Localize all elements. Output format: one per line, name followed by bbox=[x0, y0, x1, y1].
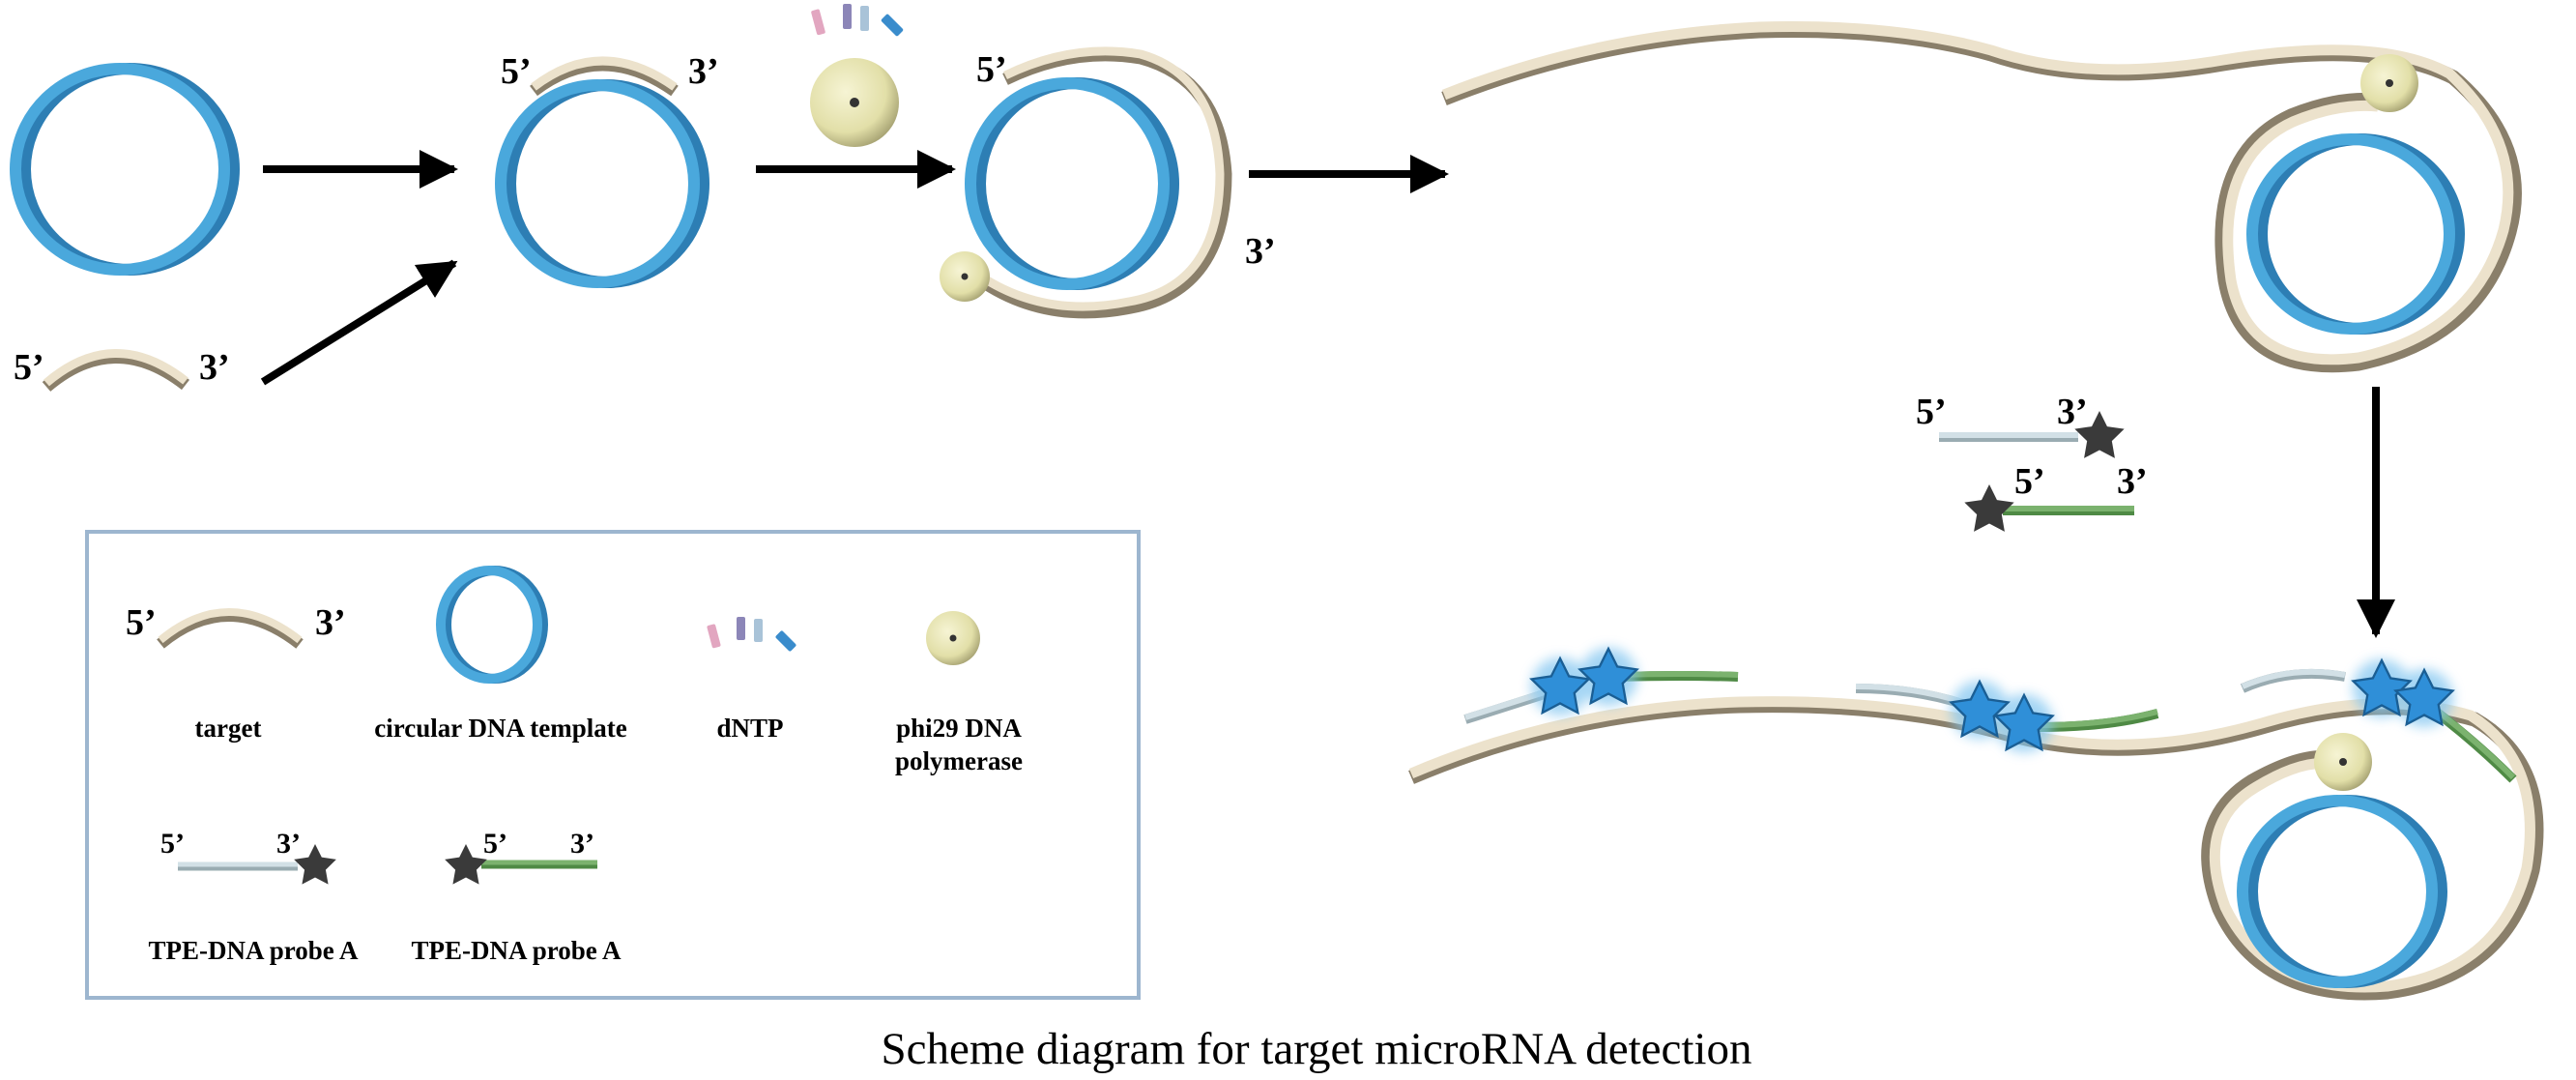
legend-label-template: circular DNA template bbox=[374, 714, 626, 743]
label-3prime: 3’ bbox=[2117, 461, 2148, 502]
phi29-polymerase-icon bbox=[2360, 54, 2418, 112]
label-5prime: 5’ bbox=[160, 828, 185, 860]
rca-product-top bbox=[1441, 21, 2522, 373]
circular-template-4 bbox=[2246, 133, 2465, 335]
label-3prime: 3’ bbox=[315, 602, 346, 643]
legend-label-probe-b: TPE-DNA probe A bbox=[411, 936, 622, 965]
legend-border bbox=[85, 530, 1141, 1000]
bound-probe-pair bbox=[1855, 679, 2159, 752]
label-3prime: 3’ bbox=[570, 828, 594, 860]
target-strand-1 bbox=[42, 349, 190, 392]
label-5prime: 5’ bbox=[1916, 392, 1947, 432]
target-strand-2 bbox=[530, 56, 679, 97]
circular-template-3 bbox=[965, 77, 1179, 290]
tpe-star-lit-icon bbox=[1529, 656, 1591, 715]
legend-probe-b-icon bbox=[445, 844, 597, 885]
tpe-star-icon bbox=[2074, 411, 2125, 458]
tpe-star-lit-icon bbox=[1949, 679, 2011, 739]
phi29-polymerase-icon bbox=[810, 58, 899, 147]
legend-label-polymerase-line1: phi29 DNA bbox=[896, 714, 1022, 743]
arrow-diagonal bbox=[260, 259, 458, 386]
label-3prime: 3’ bbox=[2057, 392, 2088, 432]
dntp-icon bbox=[811, 4, 904, 37]
label-3prime: 3’ bbox=[1245, 231, 1276, 272]
circular-template-1 bbox=[10, 63, 240, 276]
label-5prime: 5’ bbox=[2014, 461, 2045, 502]
phi29-polymerase-icon bbox=[940, 251, 990, 302]
tpe-star-lit-icon bbox=[2351, 657, 2413, 717]
circular-template-2 bbox=[495, 79, 709, 288]
label-5prime: 5’ bbox=[14, 347, 44, 388]
rca-product-bottom bbox=[1408, 696, 2544, 1001]
legend-label-target: target bbox=[195, 714, 262, 743]
label-5prime: 5’ bbox=[976, 49, 1007, 90]
bound-probe-pair bbox=[2240, 657, 2517, 783]
label-5prime: 5’ bbox=[483, 828, 507, 860]
tpe-star-lit-icon bbox=[2393, 667, 2455, 727]
legend-target-icon bbox=[157, 608, 304, 649]
label-3prime: 3’ bbox=[199, 347, 230, 388]
legend-label-dntp: dNTP bbox=[716, 714, 783, 743]
legend-label-polymerase-line2: polymerase bbox=[895, 746, 1023, 775]
tpe-star-icon bbox=[294, 844, 336, 885]
legend-label-probe-a: TPE-DNA probe A bbox=[148, 936, 359, 965]
label-3prime: 3’ bbox=[276, 828, 301, 860]
label-5prime: 5’ bbox=[126, 602, 157, 643]
label-5prime: 5’ bbox=[501, 51, 532, 92]
probe-a bbox=[1939, 411, 2125, 458]
extending-strand-3 bbox=[974, 46, 1232, 319]
legend-polymerase-icon bbox=[926, 611, 980, 665]
legend-template-icon bbox=[436, 566, 548, 684]
circular-template-5 bbox=[2237, 795, 2447, 988]
tpe-star-icon bbox=[445, 844, 487, 885]
tpe-star-lit-icon bbox=[1577, 646, 1639, 706]
legend-dntp-icon bbox=[707, 617, 796, 652]
legend: 5’ 3’ target circular DNA template dNTP … bbox=[85, 530, 1141, 1000]
bound-probe-pair bbox=[1463, 646, 1739, 724]
phi29-polymerase-icon bbox=[2314, 733, 2372, 791]
tpe-star-icon bbox=[1964, 484, 2014, 532]
probe-b bbox=[1964, 484, 2134, 532]
figure-caption: Scheme diagram for target microRNA detec… bbox=[882, 1024, 1752, 1074]
label-3prime: 3’ bbox=[688, 51, 719, 92]
legend-probe-a-icon bbox=[178, 844, 336, 885]
tpe-star-lit-icon bbox=[1993, 692, 2055, 752]
